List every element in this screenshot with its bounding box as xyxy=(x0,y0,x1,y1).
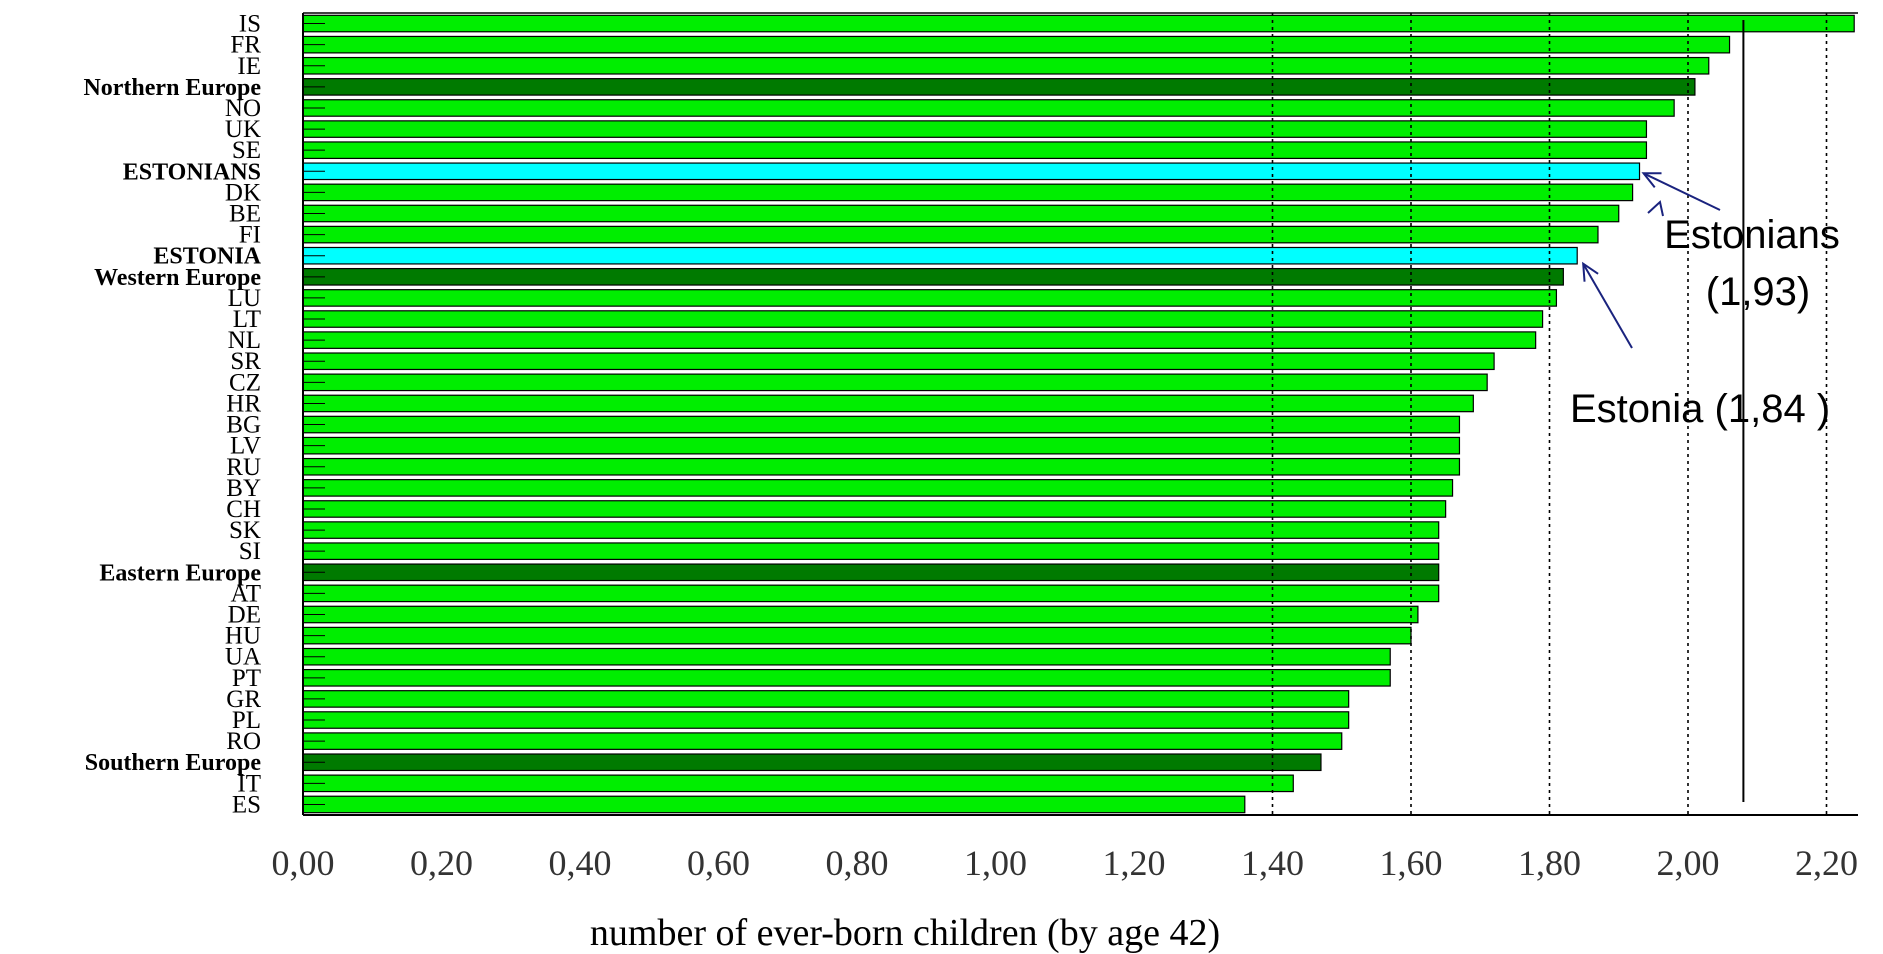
bar-ch xyxy=(303,501,1446,517)
arrow-estonians xyxy=(1644,173,1720,210)
annotation-estonians-line2: (1,93) xyxy=(1706,270,1811,314)
x-tick-label: 0,80 xyxy=(826,843,889,883)
bar-by xyxy=(303,480,1453,496)
category-label: ES xyxy=(232,791,261,818)
bar-lt xyxy=(303,311,1543,327)
bar-bg xyxy=(303,416,1459,432)
bar-no xyxy=(303,100,1674,116)
bar-sr xyxy=(303,353,1494,369)
arrow-caret-mark xyxy=(1648,202,1663,216)
bar-pl xyxy=(303,712,1349,728)
x-tick-label: 2,00 xyxy=(1657,843,1720,883)
bar-fi xyxy=(303,226,1598,242)
category-label: Southern Europe xyxy=(85,750,262,776)
bar-cz xyxy=(303,374,1487,390)
bar-southern-europe xyxy=(303,754,1321,770)
bar-uk xyxy=(303,121,1646,137)
bar-ro xyxy=(303,733,1342,749)
bar-si xyxy=(303,543,1439,559)
x-tick-label: 1,00 xyxy=(964,843,1027,883)
annotation-estonians-line1: Estonians xyxy=(1664,213,1840,257)
bar-gr xyxy=(303,691,1349,707)
x-axis-title: number of ever-born children (by age 42) xyxy=(590,912,1220,954)
x-tick-label: 0,40 xyxy=(549,843,612,883)
x-tick-labels-layer: 0,00 0,20 0,40 0,60 0,80 1,00 1,20 1,40 1,60 1,80… xyxy=(272,843,1859,883)
arrow-estonia xyxy=(1583,264,1632,348)
annotation-estonia: Estonia (1,84 ) xyxy=(1570,387,1830,431)
x-tick-label: 2,20 xyxy=(1795,843,1858,883)
bar-nl xyxy=(303,332,1536,348)
bar-fr xyxy=(303,36,1730,52)
bar-it xyxy=(303,775,1293,791)
x-tick-label: 1,40 xyxy=(1241,843,1304,883)
x-tick-label: 1,20 xyxy=(1103,843,1166,883)
bar-lu xyxy=(303,290,1556,306)
bar-lv xyxy=(303,437,1459,453)
bar-sk xyxy=(303,522,1439,538)
bar-western-europe xyxy=(303,269,1563,285)
bar-at xyxy=(303,585,1439,601)
x-tick-label: 1,60 xyxy=(1380,843,1443,883)
bar-is xyxy=(303,15,1854,31)
bar-ie xyxy=(303,58,1709,74)
x-tick-label: 0,60 xyxy=(687,843,750,883)
bar-es xyxy=(303,796,1245,812)
bar-hr xyxy=(303,395,1473,411)
bar-de xyxy=(303,606,1418,622)
bar-ru xyxy=(303,459,1459,475)
bar-ua xyxy=(303,648,1390,664)
bar-eastern-europe xyxy=(303,564,1439,580)
bar-hu xyxy=(303,627,1411,643)
bar-se xyxy=(303,142,1646,158)
x-tick-label: 0,00 xyxy=(272,843,335,883)
bar-northern-europe xyxy=(303,79,1695,95)
x-tick-label: 1,80 xyxy=(1518,843,1581,883)
bar-pt xyxy=(303,670,1390,686)
x-tick-label: 0,20 xyxy=(410,843,473,883)
bar-be xyxy=(303,205,1619,221)
bar-dk xyxy=(303,184,1633,200)
bar-estonians xyxy=(303,163,1640,179)
bar-estonia xyxy=(303,247,1577,263)
